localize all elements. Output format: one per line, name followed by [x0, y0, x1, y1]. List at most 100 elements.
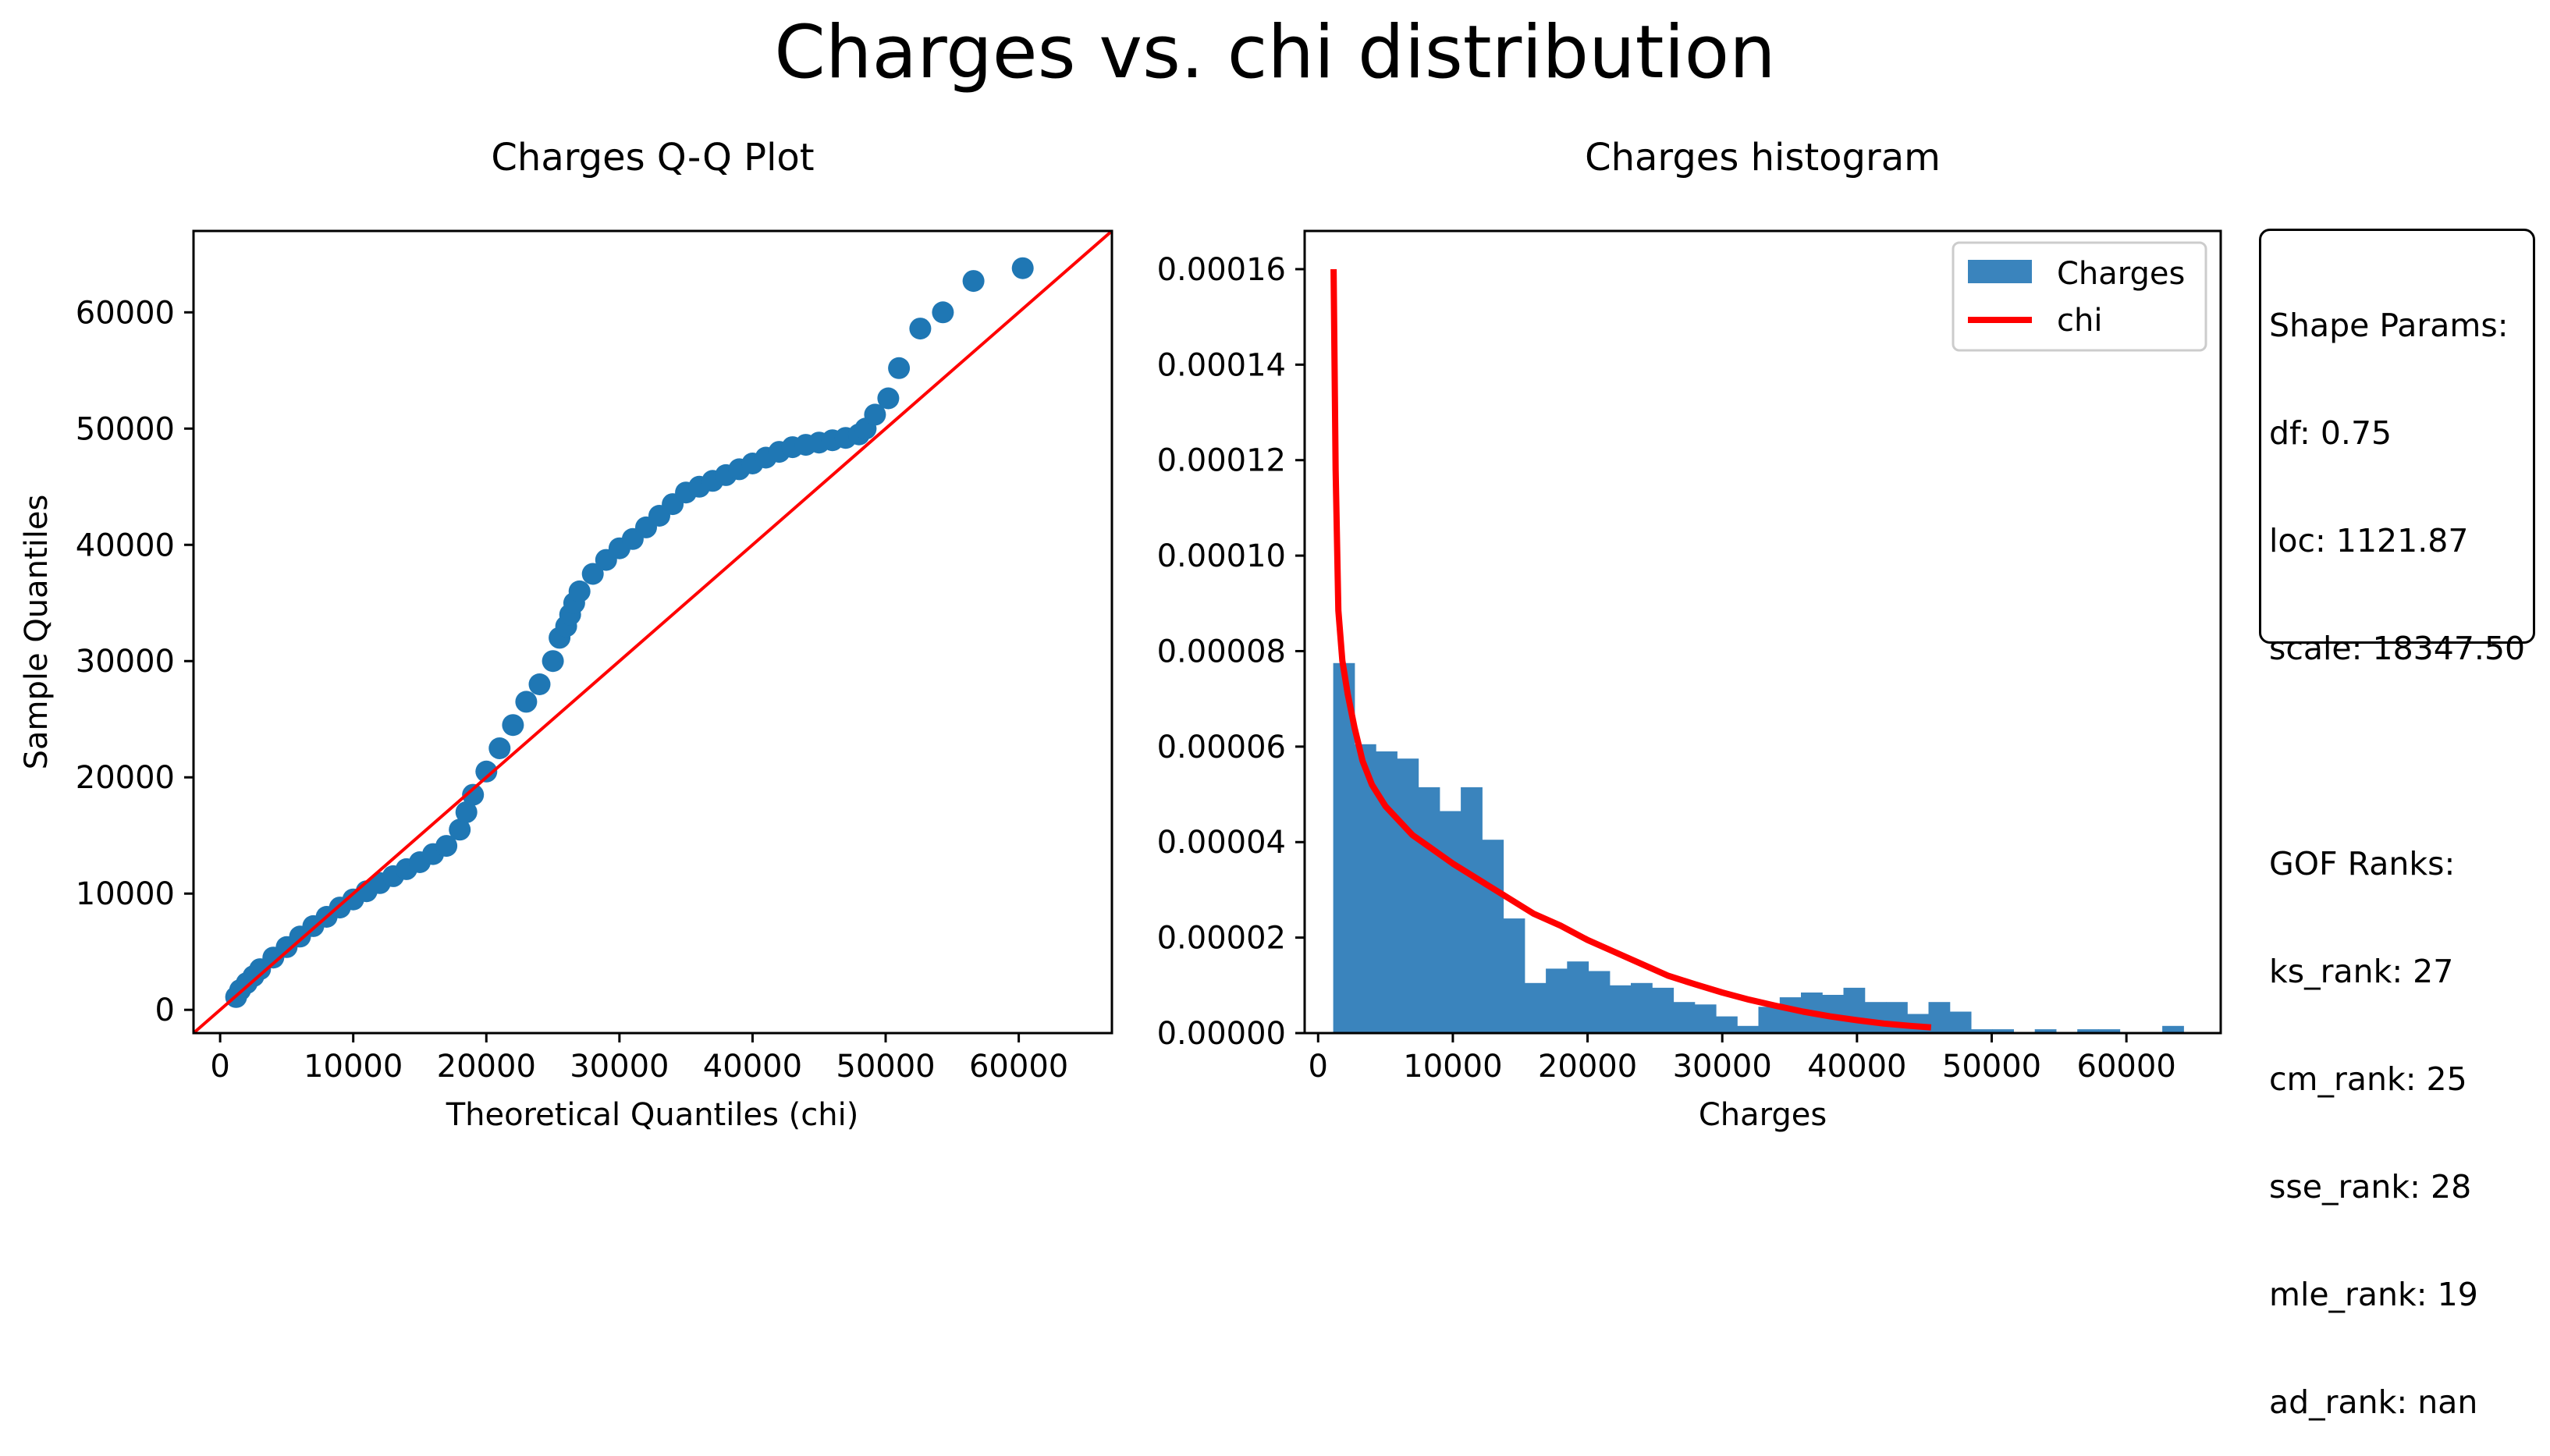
histogram-bar [1546, 968, 1568, 1033]
qq-x-ticks: 0 10000 20000 30000 40000 50000 60000 [210, 1033, 1068, 1085]
info-line [2269, 738, 2533, 774]
qq-y-tick-label: 30000 [76, 644, 175, 680]
figure-canvas: 0 10000 20000 30000 40000 50000 60000 0 10000 20… [19, 229, 2222, 1133]
histogram-bar [1737, 1025, 1760, 1033]
qq-point [462, 783, 485, 806]
histogram-bar [2162, 1025, 2184, 1033]
histogram-bar [1503, 918, 1525, 1033]
histogram-x-tick-label: 0 [1309, 1049, 1328, 1085]
histogram-bar [1524, 982, 1547, 1033]
histogram-bar [1609, 985, 1632, 1033]
info-line: scale: 18347.50 [2269, 630, 2526, 667]
qq-plot-frame [192, 229, 1113, 1035]
qq-reference-line [194, 231, 1112, 1033]
histogram-bar [1461, 787, 1483, 1033]
qq-point [528, 673, 551, 695]
histogram-title: Charges histogram [1585, 136, 1941, 179]
qq-point [515, 691, 538, 713]
info-line: ad_rank: nan [2269, 1383, 2478, 1421]
histogram-bar [1970, 1029, 1993, 1033]
histogram-x-tick-label: 20000 [1538, 1049, 1637, 1085]
qq-x-tick-label: 30000 [570, 1049, 669, 1085]
qq-point [864, 403, 886, 426]
legend-label-charges: Charges [2057, 256, 2185, 292]
histogram-bar [1928, 1002, 1951, 1033]
histogram-bar [1694, 1004, 1717, 1033]
qq-point [888, 357, 911, 379]
qq-point [542, 650, 564, 673]
qq-y-tick-label: 40000 [76, 527, 175, 563]
info-line: loc: 1121.87 [2269, 522, 2469, 559]
histogram-x-ticks: 0 10000 20000 30000 40000 50000 60000 [1309, 1033, 2176, 1085]
histogram-y-tick-label: 0.00008 [1157, 634, 1286, 669]
histogram-x-axis-label: Charges [1699, 1097, 1827, 1133]
info-line: cm_rank: 25 [2269, 1060, 2467, 1098]
qq-x-tick-label: 20000 [437, 1049, 536, 1085]
info-line: GOF Ranks: [2269, 845, 2456, 882]
qq-point [877, 387, 900, 410]
histogram-legend: Charges chi [1952, 241, 2207, 352]
qq-x-axis-label: Theoretical Quantiles (chi) [446, 1097, 859, 1133]
qq-point [455, 801, 478, 823]
histogram-y-tick-label: 0.00006 [1157, 730, 1286, 765]
qq-x-tick-label: 60000 [969, 1049, 1068, 1085]
qq-plot-axes: 0 10000 20000 30000 40000 50000 60000 0 10000 20… [19, 229, 1113, 1133]
info-line: Shape Params: [2269, 307, 2509, 344]
histogram-y-ticks: 0.00000 0.00002 0.00004 0.00006 0.00008 0.000… [1157, 252, 1305, 1052]
qq-x-tick-label: 50000 [836, 1049, 935, 1085]
histogram-bar [2077, 1029, 2099, 1033]
histogram-bar [1588, 971, 1611, 1033]
qq-x-tick-label: 0 [210, 1049, 229, 1085]
histogram-y-tick-label: 0.00014 [1157, 347, 1286, 383]
figure-title: Charges vs. chi distribution [774, 10, 1776, 95]
histogram-bar [1354, 744, 1376, 1033]
histogram-bar [1843, 987, 1866, 1033]
histogram-bars-layer [1333, 662, 2184, 1033]
histogram-bar [1716, 1016, 1738, 1033]
info-line: mle_rank: 19 [2269, 1276, 2478, 1313]
info-line: df: 0.75 [2269, 414, 2392, 452]
histogram-bar [1631, 982, 1653, 1033]
histogram-bar [1418, 787, 1440, 1033]
qq-point [962, 270, 985, 293]
qq-x-tick-label: 40000 [703, 1049, 802, 1085]
histogram-y-tick-label: 0.00012 [1157, 443, 1286, 479]
histogram-bar [1567, 961, 1589, 1033]
qq-point [488, 737, 511, 759]
qq-point [475, 760, 498, 783]
histogram-bar [1652, 987, 1675, 1033]
histogram-y-tick-label: 0.00000 [1157, 1016, 1286, 1052]
qq-point [932, 301, 954, 324]
histogram-y-tick-label: 0.00016 [1157, 252, 1286, 288]
qq-point [1011, 257, 1034, 279]
legend-label-chi: chi [2057, 303, 2102, 339]
histogram-bar [1992, 1029, 2014, 1033]
qq-y-tick-label: 20000 [76, 760, 175, 796]
qq-plot-title: Charges Q-Q Plot [491, 136, 815, 179]
histogram-bar [1439, 811, 1461, 1033]
chi-pdf-line [1330, 268, 1932, 1031]
qq-x-tick-label: 10000 [304, 1049, 403, 1085]
histogram-frame [1303, 229, 2222, 1035]
qq-point [581, 563, 604, 585]
histogram-bar [1779, 997, 1802, 1033]
qq-point [435, 835, 458, 858]
qq-y-tick-label: 10000 [76, 876, 175, 912]
histogram-y-tick-label: 0.00004 [1157, 825, 1286, 861]
qq-y-tick-label: 50000 [76, 411, 175, 447]
histogram-bar [1482, 840, 1504, 1033]
info-line: ks_rank: 27 [2269, 953, 2454, 990]
histogram-axes: 0 10000 20000 30000 40000 50000 60000 0.000000… [1157, 229, 2222, 1133]
qq-point [909, 318, 932, 340]
legend-swatch-charges [1968, 260, 2032, 283]
qq-points-layer [225, 257, 1034, 1008]
info-line: sse_rank: 28 [2269, 1168, 2472, 1206]
histogram-y-tick-label: 0.00010 [1157, 538, 1286, 574]
histogram-x-tick-label: 60000 [2077, 1049, 2176, 1085]
histogram-bar [1864, 1002, 1887, 1033]
qq-y-tick-label: 0 [155, 993, 175, 1028]
qq-y-ticks: 0 10000 20000 30000 40000 50000 60000 [76, 295, 194, 1028]
histogram-y-tick-label: 0.00002 [1157, 921, 1286, 957]
histogram-bar [2034, 1029, 2057, 1033]
qq-point [568, 580, 591, 602]
